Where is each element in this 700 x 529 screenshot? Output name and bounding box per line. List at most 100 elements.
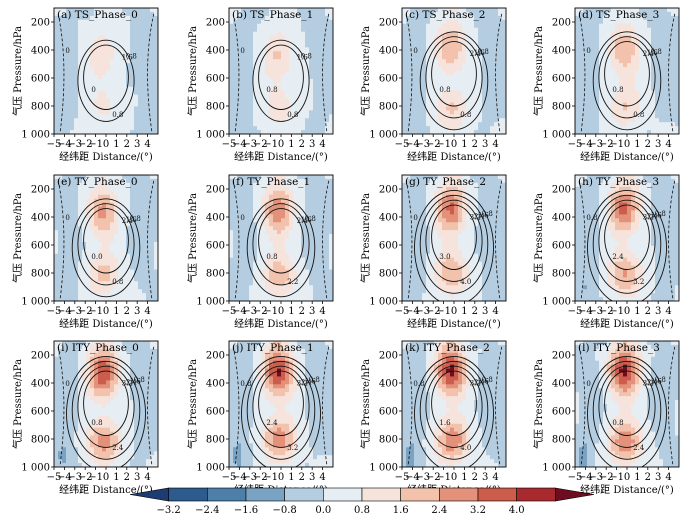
field-cell [229, 234, 234, 239]
contour-label: 0 [413, 47, 417, 55]
field-cell [406, 82, 411, 88]
field-cell [293, 35, 298, 41]
field-cell [406, 63, 411, 68]
field-cell [329, 94, 333, 100]
field-cell [54, 175, 59, 180]
field-cell [273, 67, 278, 72]
field-cell [587, 102, 592, 108]
field-cell [619, 114, 624, 119]
field-cell [245, 214, 250, 219]
field-cell [249, 106, 254, 111]
field-cell [619, 126, 624, 131]
field-cell [58, 11, 63, 17]
field-cell [591, 47, 596, 52]
field-cell [265, 31, 270, 37]
field-cell [134, 234, 139, 239]
field-cell [86, 175, 91, 180]
field-cell [309, 74, 314, 80]
field-cell [110, 31, 115, 37]
field-cell [106, 269, 111, 275]
field-cell [130, 198, 135, 204]
field-cell [126, 82, 131, 88]
field-cell [114, 27, 119, 33]
field-cell [595, 59, 600, 64]
field-cell [90, 130, 95, 134]
field-cell [122, 110, 127, 115]
field-cell [146, 82, 151, 88]
field-cell [587, 8, 592, 13]
field-cell [667, 86, 672, 92]
field-cell [130, 238, 135, 243]
field-cell [643, 82, 648, 88]
field-cell [233, 55, 238, 60]
field-cell [66, 82, 71, 88]
field-cell [490, 31, 495, 37]
field-cell [269, 51, 274, 56]
field-cell [418, 130, 423, 134]
field-cell [118, 130, 123, 134]
field-cell [321, 67, 326, 72]
field-cell [325, 86, 330, 92]
field-cell [414, 102, 419, 108]
field-cell [659, 19, 664, 25]
field-cell [142, 198, 147, 204]
field-cell [62, 269, 67, 275]
field-cell [273, 31, 278, 37]
field-cell [62, 265, 67, 271]
field-cell [229, 226, 234, 231]
field-cell [402, 47, 407, 52]
field-cell [438, 71, 443, 76]
field-cell [229, 98, 234, 104]
field-cell [273, 257, 278, 263]
field-cell [102, 249, 107, 255]
field-cell [142, 293, 147, 298]
field-cell [86, 253, 91, 259]
field-cell [245, 218, 250, 223]
field-cell [651, 102, 656, 108]
field-cell [94, 122, 99, 127]
field-cell [257, 11, 262, 17]
field-cell [325, 23, 330, 29]
field-cell [663, 67, 668, 72]
field-cell [102, 106, 107, 111]
field-cell [671, 122, 676, 127]
field-cell [241, 90, 246, 96]
panel-field: 0.81.62.40.80.80 [402, 8, 506, 134]
field-cell [635, 35, 640, 41]
field-cell [281, 230, 286, 235]
field-cell [474, 94, 479, 100]
field-cell [289, 190, 294, 196]
field-cell [470, 15, 475, 21]
field-cell [134, 90, 139, 96]
field-cell [122, 261, 127, 267]
field-cell [257, 35, 262, 41]
field-cell [289, 122, 294, 127]
field-cell [446, 90, 451, 96]
field-cell [62, 253, 67, 259]
field-cell [106, 218, 111, 223]
field-cell [130, 86, 135, 92]
field-cell [655, 43, 660, 48]
field-cell [655, 74, 660, 80]
field-cell [241, 222, 246, 227]
field-cell [325, 43, 330, 48]
field-cell [434, 23, 439, 29]
field-cell [269, 43, 274, 48]
field-cell [233, 289, 238, 294]
field-cell [249, 118, 254, 123]
field-cell [293, 23, 298, 29]
field-cell [130, 43, 135, 48]
field-cell [134, 206, 139, 212]
field-cell [498, 35, 503, 41]
field-cell [438, 15, 443, 21]
field-cell [269, 86, 274, 92]
field-cell [94, 249, 99, 255]
y-axis-label: 气压 Pressure/hPa [186, 26, 199, 116]
field-cell [265, 63, 270, 68]
field-cell [474, 59, 479, 64]
field-cell [599, 15, 604, 21]
field-cell [86, 186, 91, 192]
field-cell [305, 15, 310, 21]
field-cell [575, 59, 580, 64]
field-cell [675, 126, 679, 131]
